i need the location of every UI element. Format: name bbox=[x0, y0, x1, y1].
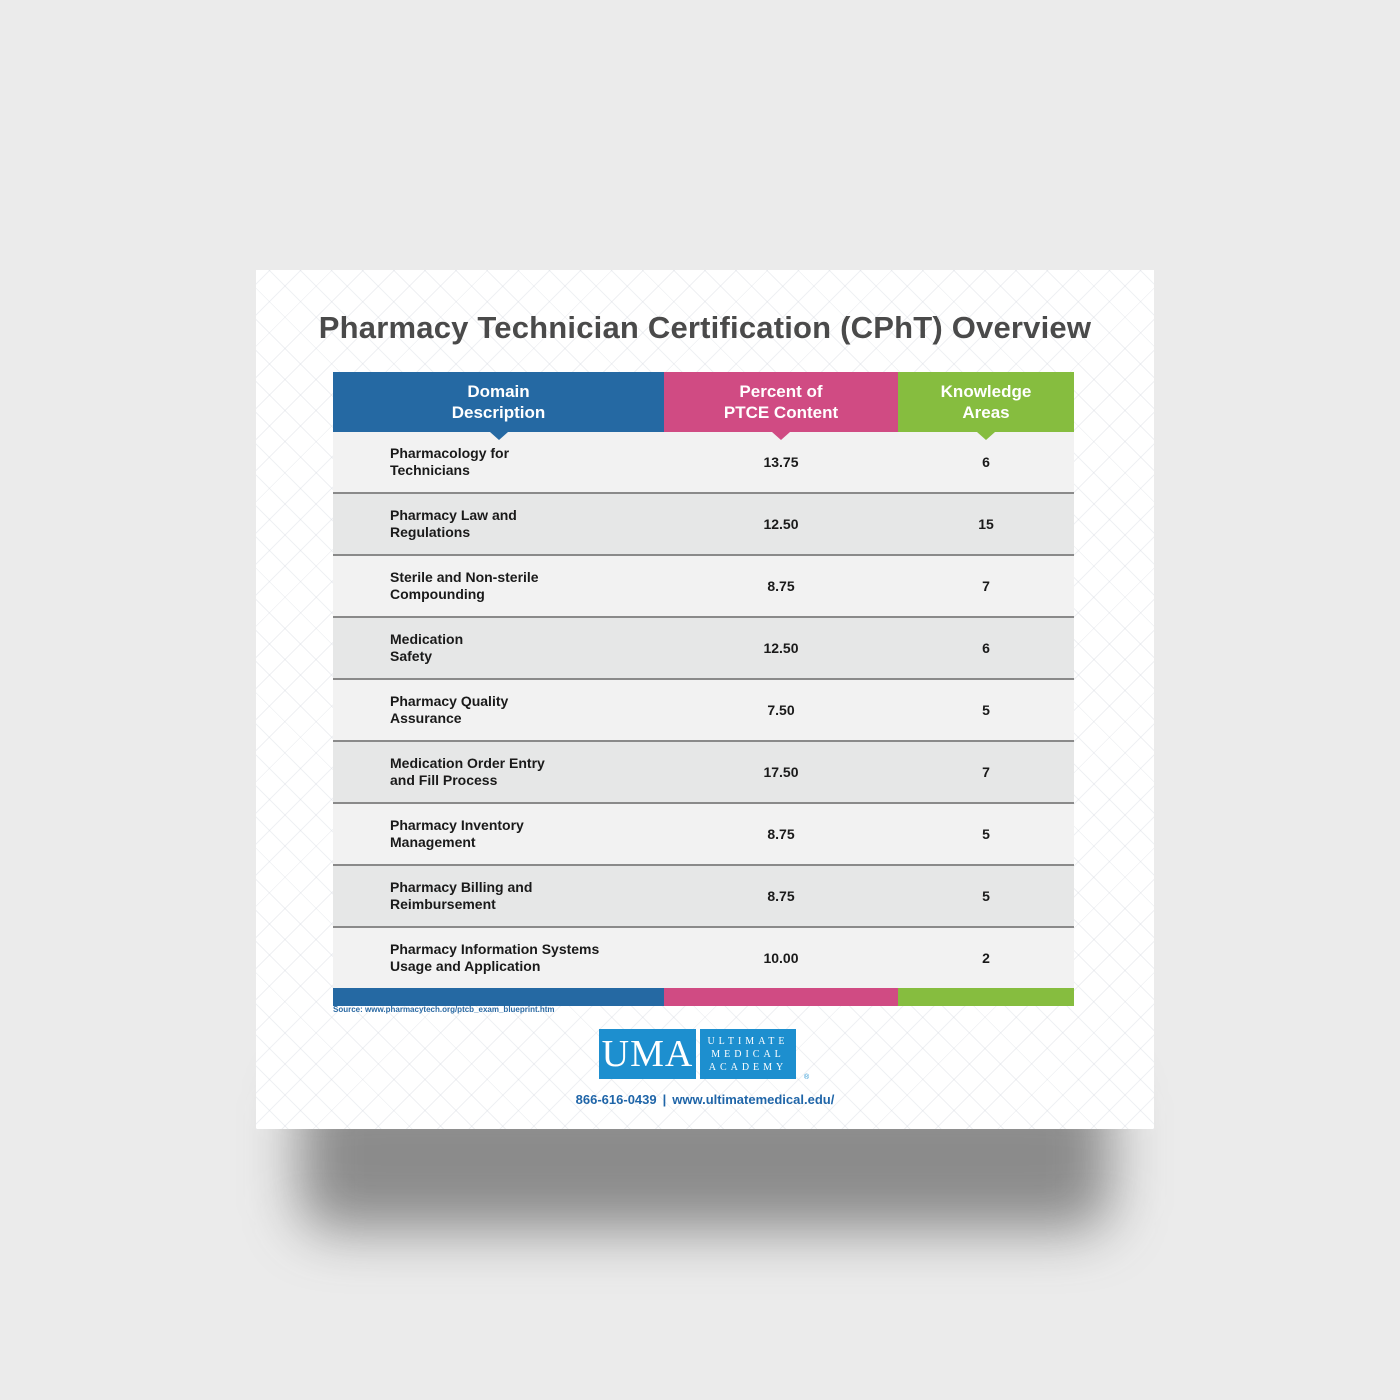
percent-cell: 10.00 bbox=[763, 950, 799, 966]
areas-cell: 5 bbox=[982, 888, 990, 904]
footer-bar-blue bbox=[333, 988, 664, 1006]
domain-cell: Medication Safety bbox=[390, 631, 464, 664]
contact-line: 866-616-0439 | www.ultimatemedical.edu/ bbox=[256, 1092, 1154, 1107]
table-row: Pharmacy Quality Assurance 7.50 5 bbox=[333, 680, 1074, 742]
registered-mark: ® bbox=[804, 1074, 810, 1081]
logo-wordmark: ULTIMATE MEDICAL ACADEMY bbox=[700, 1029, 796, 1079]
table-body: Pharmacology for Technicians 13.75 6 Pha… bbox=[333, 432, 1074, 988]
table-row: Medication Order Entry and Fill Process … bbox=[333, 742, 1074, 804]
phone-number[interactable]: 866-616-0439 bbox=[575, 1092, 657, 1107]
domain-cell: Sterile and Non-sterile Compounding bbox=[390, 569, 539, 602]
table-row: Pharmacy Law and Regulations 12.50 15 bbox=[333, 494, 1074, 556]
header-knowledge-areas: Knowledge Areas bbox=[898, 372, 1074, 440]
infographic-card: Pharmacy Technician Certification (CPhT)… bbox=[256, 270, 1154, 1129]
areas-cell: 2 bbox=[982, 950, 990, 966]
table-row: Pharmacology for Technicians 13.75 6 bbox=[333, 432, 1074, 494]
logo-word: ACADEMY bbox=[708, 1061, 788, 1073]
table-row: Pharmacy Information Systems Usage and A… bbox=[333, 928, 1074, 988]
table-footer-bar bbox=[333, 988, 1074, 1006]
uma-logo: UMA ULTIMATE MEDICAL ACADEMY bbox=[599, 1029, 796, 1079]
table-row: Medication Safety 12.50 6 bbox=[333, 618, 1074, 680]
percent-cell: 17.50 bbox=[763, 764, 799, 780]
contact-separator: | bbox=[662, 1092, 667, 1107]
table-row: Pharmacy Inventory Management 8.75 5 bbox=[333, 804, 1074, 866]
domain-cell: Pharmacy Inventory Management bbox=[390, 817, 524, 850]
domain-cell: Pharmacy Billing and Reimbursement bbox=[390, 879, 533, 912]
table-row: Pharmacy Billing and Reimbursement 8.75 … bbox=[333, 866, 1074, 928]
source-link[interactable]: Source: www.pharmacytech.org/ptcb_exam_b… bbox=[333, 1005, 555, 1014]
overview-table: Domain Description Percent of PTCE Conte… bbox=[333, 372, 1074, 1006]
logo-word: ULTIMATE bbox=[707, 1035, 789, 1047]
page-title: Pharmacy Technician Certification (CPhT)… bbox=[318, 310, 1092, 345]
logo-abbreviation: UMA bbox=[599, 1029, 696, 1079]
percent-cell: 8.75 bbox=[767, 826, 795, 842]
areas-cell: 7 bbox=[982, 578, 990, 594]
percent-cell: 8.75 bbox=[767, 888, 795, 904]
domain-cell: Pharmacy Law and Regulations bbox=[390, 507, 517, 540]
areas-cell: 7 bbox=[982, 764, 990, 780]
percent-cell: 13.75 bbox=[763, 454, 799, 470]
areas-cell: 6 bbox=[982, 454, 990, 470]
table-row: Sterile and Non-sterile Compounding 8.75… bbox=[333, 556, 1074, 618]
website-link[interactable]: www.ultimatemedical.edu/ bbox=[672, 1092, 835, 1107]
logo-word: MEDICAL bbox=[711, 1048, 785, 1060]
domain-cell: Pharmacology for Technicians bbox=[390, 445, 510, 478]
footer-bar-pink bbox=[664, 988, 898, 1006]
areas-cell: 6 bbox=[982, 640, 990, 656]
areas-cell: 5 bbox=[982, 702, 990, 718]
percent-cell: 12.50 bbox=[763, 516, 799, 532]
percent-cell: 12.50 bbox=[763, 640, 799, 656]
header-percent-content: Percent of PTCE Content bbox=[664, 372, 898, 440]
domain-cell: Pharmacy Quality Assurance bbox=[390, 693, 509, 726]
areas-cell: 5 bbox=[982, 826, 990, 842]
areas-cell: 15 bbox=[978, 516, 994, 532]
percent-cell: 7.50 bbox=[767, 702, 795, 718]
footer-bar-green bbox=[898, 988, 1074, 1006]
domain-cell: Pharmacy Information Systems Usage and A… bbox=[390, 941, 600, 974]
header-domain-description: Domain Description bbox=[333, 372, 664, 440]
domain-cell: Medication Order Entry and Fill Process bbox=[390, 755, 545, 788]
table-header: Domain Description Percent of PTCE Conte… bbox=[333, 372, 1074, 440]
percent-cell: 8.75 bbox=[767, 578, 795, 594]
